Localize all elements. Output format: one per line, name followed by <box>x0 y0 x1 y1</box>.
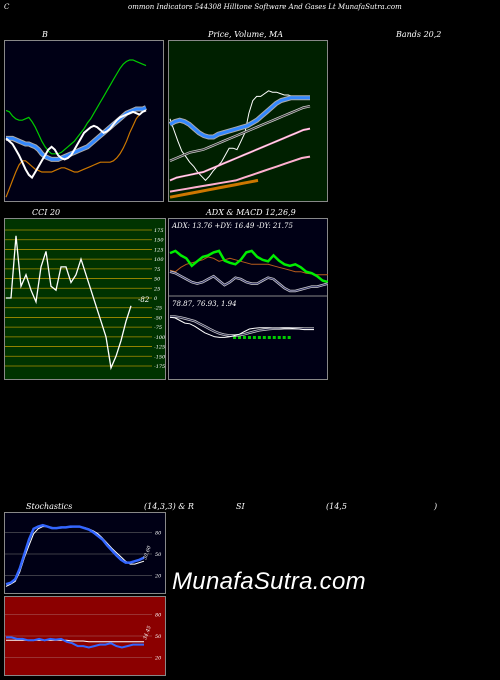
close-paren-label: ) <box>434 502 438 511</box>
header-c: C <box>4 3 10 11</box>
si-label: SI <box>236 502 245 511</box>
panel-background <box>4 218 166 380</box>
rsi-tick-label: 20 <box>154 656 162 662</box>
cci-tick-label: 50 <box>154 277 161 283</box>
ma-blue-line <box>169 96 310 139</box>
adx-values-text: ADX: 13.76 +DY: 16.49 -DY: 21.75 <box>171 222 293 230</box>
macd-histogram-bar <box>242 336 246 339</box>
macd-histogram-bar <box>238 336 242 339</box>
macd-histogram-bar <box>282 336 286 339</box>
volume-ma-2-line <box>169 178 259 199</box>
cci-tick-label: -50 <box>154 315 163 321</box>
adx-line <box>169 271 328 292</box>
price-ma-panel <box>168 40 328 202</box>
plus-di-line <box>169 249 328 284</box>
rsi-tick-label: 50 <box>155 634 162 640</box>
ma-1-line <box>169 105 311 162</box>
macd-histogram-bar <box>287 336 291 339</box>
stoch-reading: 30.60 <box>142 544 153 560</box>
stoch-tick-label: 80 <box>155 530 162 536</box>
stoch-label: Stochastics <box>26 502 73 511</box>
panel-background <box>4 512 166 594</box>
watermark: MunafaSutra.com <box>172 568 366 595</box>
bollinger-label: B <box>42 30 48 39</box>
stoch-panel: 80 50 20 30.60 <box>4 512 166 594</box>
macd-histogram-bar <box>257 336 261 339</box>
cci-tick-label: -150 <box>154 354 166 360</box>
macd-histogram-bar <box>267 336 271 339</box>
page-title: ommon Indicators 544308 Hilltone Softwar… <box>128 3 402 11</box>
bands-label: Bands 20,2 <box>396 30 442 39</box>
close-price-line <box>5 109 147 180</box>
cci-tick-label: -100 <box>154 335 166 341</box>
macd-histogram-bar <box>272 336 276 339</box>
adx-macd-label: ADX & MACD 12,26,9 <box>206 208 296 217</box>
stoch-params-label: (14,3,3) & R <box>144 502 194 511</box>
upper-band-line <box>5 59 147 155</box>
ma-2-highlight <box>169 128 311 181</box>
cci-tick-label: 75 <box>154 267 160 273</box>
rsi-tick-label: 80 <box>155 612 162 618</box>
cci-tick-label: 100 <box>154 257 164 263</box>
cci-tick-label: 150 <box>154 238 164 244</box>
cci-value-label: -82 <box>138 296 150 304</box>
macd-line <box>169 316 314 338</box>
stoch-tick-label: 20 <box>154 574 162 580</box>
macd-histogram-bar <box>233 336 237 339</box>
cci-tick-label: -175 <box>154 364 165 370</box>
macd-histogram-bar <box>277 336 281 339</box>
macd-histogram-bar <box>252 336 256 339</box>
cci-tick-label: 125 <box>154 247 164 253</box>
bollinger-panel <box>4 40 164 202</box>
panel-background <box>168 218 328 380</box>
macd-histogram-bar <box>262 336 266 339</box>
lower-band-line <box>5 109 147 198</box>
price-ma-label: Price, Volume, MA <box>208 30 284 39</box>
panel-background <box>168 40 328 202</box>
cci-tick-label: 25 <box>153 286 160 292</box>
macd-histogram-bar <box>247 336 251 339</box>
panel-background <box>4 40 164 202</box>
stoch-k-line <box>5 523 145 586</box>
price-line <box>169 90 309 182</box>
stoch-tick-label: 50 <box>155 552 162 558</box>
cci-tick-label: 175 <box>154 228 164 234</box>
macd-values-text: 78.87, 76.93, 1.94 <box>172 300 237 308</box>
cci-label: CCI 20 <box>32 208 61 217</box>
cci-panel: 175 150 125 100 75 50 25 0 -25 -50 -75 -100 -125 -150… <box>4 218 166 380</box>
rsi-reading: 34.45 <box>142 625 153 641</box>
rsi-panel: 80 50 20 34.45 <box>4 596 166 676</box>
cci-tick-label: -125 <box>154 345 165 351</box>
rsi-params-label: (14,5 <box>326 502 347 511</box>
volume-ma-line <box>169 155 311 193</box>
rsi-line <box>6 636 144 649</box>
cci-tick-label: -25 <box>154 306 162 312</box>
cci-tick-label: -75 <box>154 325 162 331</box>
adx-panel: ADX: 13.76 +DY: 16.49 -DY: 21.75 78.87, 7… <box>168 218 328 380</box>
cci-tick-label: 0 <box>154 296 158 302</box>
cci-line <box>6 235 132 371</box>
